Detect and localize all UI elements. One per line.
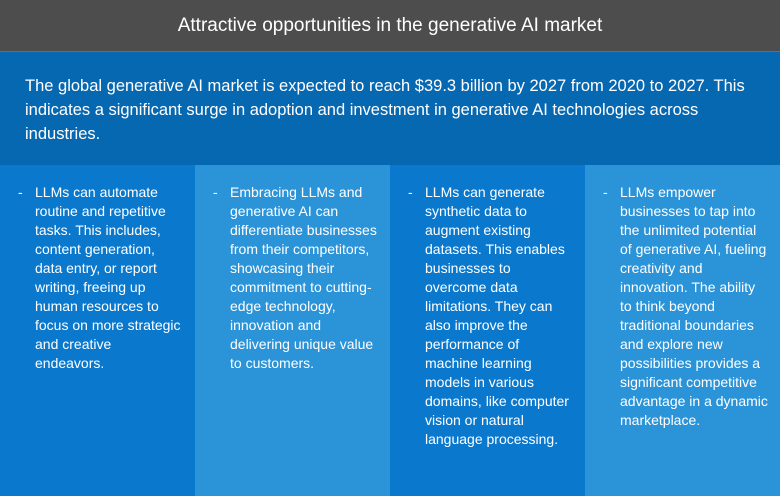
- opportunity-text: LLMs can automate routine and repetitive…: [35, 184, 181, 371]
- bullet-dash: -: [603, 184, 608, 200]
- page-title: Attractive opportunities in the generati…: [177, 14, 603, 36]
- opportunity-text: LLMs can generate synthetic data to augm…: [425, 184, 569, 447]
- opportunity-column: - LLMs can automate routine and repetitiv…: [0, 165, 195, 496]
- opportunity-column: - Embracing LLMs and generative AI can di…: [195, 165, 390, 496]
- intro-panel: The global generative AI market is expec…: [0, 52, 780, 165]
- opportunity-column: - LLMs empower businesses to tap into the…: [585, 165, 780, 496]
- bullet-dash: -: [213, 184, 218, 200]
- opportunity-text: Embracing LLMs and generative AI can dif…: [230, 184, 377, 371]
- opportunity-text: LLMs empower businesses to tap into the …: [620, 184, 768, 428]
- intro-text: The global generative AI market is expec…: [25, 77, 745, 143]
- opportunity-column: - LLMs can generate synthetic data to aug…: [390, 165, 585, 496]
- opportunity-columns: - LLMs can automate routine and repetitiv…: [0, 165, 780, 496]
- bullet-dash: -: [18, 184, 23, 200]
- bullet-dash: -: [408, 184, 413, 200]
- page-title-bar: Attractive opportunities in the generati…: [0, 0, 780, 52]
